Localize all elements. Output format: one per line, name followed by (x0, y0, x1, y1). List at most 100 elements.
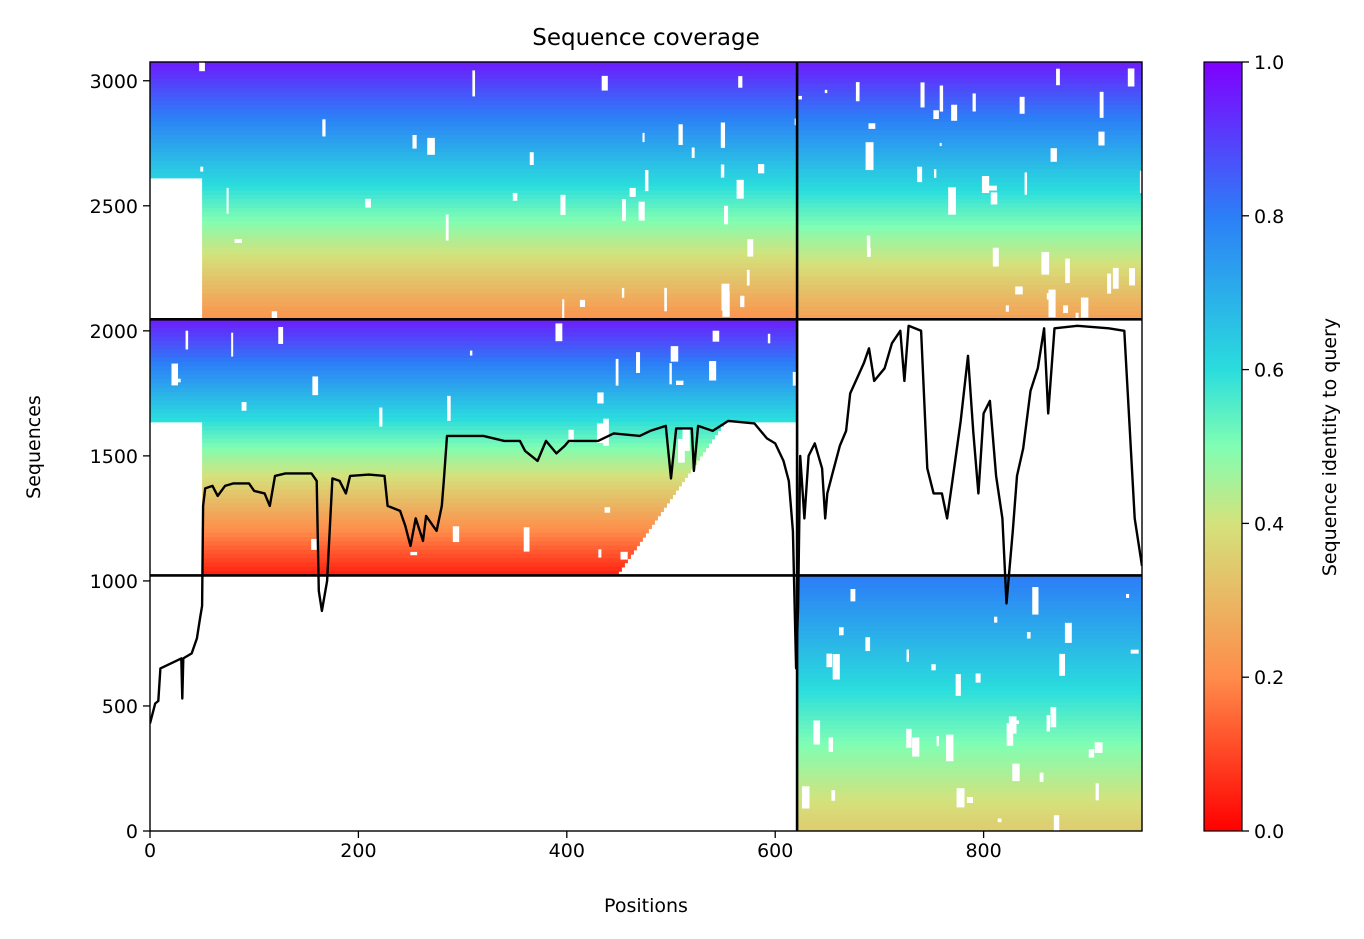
heatmap-strip (150, 374, 798, 380)
heatmap-strip (797, 310, 1142, 316)
heatmap-strip (797, 233, 1142, 239)
heatmap-strip (202, 451, 703, 457)
heatmap-strip (797, 164, 1142, 170)
heatmap-strip (202, 242, 798, 248)
coverage-gap (906, 649, 910, 662)
heatmap-strip (202, 524, 652, 530)
heatmap-strip (797, 280, 1142, 286)
coverage-gap (199, 62, 205, 72)
heatmap-strip (797, 169, 1142, 175)
coverage-gap (231, 332, 234, 357)
heatmap-strip (797, 285, 1142, 290)
heatmap-strip (150, 66, 798, 72)
heatmap-strip (202, 229, 798, 235)
heatmap-strip (797, 775, 1142, 781)
coverage-gap (1139, 170, 1142, 194)
heatmap-strip (202, 562, 625, 568)
coverage-gap (642, 132, 645, 143)
coverage-gap (234, 239, 242, 243)
coverage-gap (917, 166, 923, 183)
coverage-gap (1012, 763, 1020, 782)
coverage-gap (1094, 742, 1103, 753)
heatmap-strip (797, 212, 1142, 218)
heatmap-strip (150, 349, 798, 355)
coverage-gap (1048, 289, 1056, 318)
heatmap-strip (202, 255, 798, 260)
coverage-gap (644, 169, 649, 192)
coverage-gap (955, 674, 961, 696)
colorbar-tick-label: 0.8 (1254, 206, 1284, 228)
coverage-gap (736, 179, 744, 199)
heatmap-strip (797, 113, 1142, 119)
coverage-gap (828, 737, 834, 752)
heatmap-strip (797, 92, 1142, 97)
heatmap-strip (797, 609, 1142, 615)
heatmap-strip (150, 164, 798, 170)
heatmap-strip (150, 117, 798, 123)
coverage-gap (1095, 783, 1099, 801)
coverage-gap (721, 283, 730, 311)
coverage-gap (472, 70, 476, 97)
coverage-gap (598, 549, 602, 558)
coverage-gap (866, 235, 871, 251)
heatmap-strip (797, 779, 1142, 785)
chart-title: Sequence coverage (532, 25, 760, 51)
heatmap-strip (202, 212, 798, 218)
heatmap-strip (202, 447, 706, 453)
coverage-gap (568, 429, 574, 443)
heatmap-strip (797, 289, 1142, 295)
coverage-gap (865, 142, 874, 171)
heatmap-strip (202, 285, 798, 290)
heatmap-strip (202, 464, 694, 470)
coverage-gap (740, 295, 745, 308)
heatmap-strip (797, 220, 1142, 226)
heatmap-strip (797, 745, 1142, 751)
coverage-gap (312, 376, 319, 396)
heatmap-strip (797, 177, 1142, 183)
heatmap-strip (150, 62, 798, 67)
heatmap-strip (797, 147, 1142, 153)
coverage-gap (992, 247, 999, 267)
heatmap-strip (202, 519, 655, 525)
heatmap-strip (797, 134, 1142, 140)
heatmap-strip (797, 647, 1142, 653)
heatmap-strip (797, 677, 1142, 683)
heatmap-strip (202, 190, 798, 196)
heatmap-block (797, 62, 1142, 339)
heatmap-strip (797, 96, 1142, 102)
heatmap-strip (797, 302, 1142, 308)
y-tick-label: 1500 (90, 446, 138, 468)
heatmap-strip (150, 336, 798, 342)
heatmap-strip (150, 104, 798, 110)
heatmap-strip (150, 156, 798, 162)
coverage-gap (1107, 273, 1112, 294)
heatmap-strip (797, 276, 1142, 282)
heatmap-strip (797, 203, 1142, 209)
coverage-gap (1041, 251, 1050, 275)
coverage-gap (1059, 653, 1066, 676)
coverage-gap (412, 134, 417, 149)
heatmap-strip (797, 618, 1142, 623)
coverage-gap (758, 542, 767, 552)
heatmap-strip (797, 255, 1142, 260)
coverage-gap (452, 526, 460, 543)
coverage-gap (1063, 305, 1069, 314)
coverage-gap (562, 299, 565, 325)
heatmap-strip (797, 809, 1142, 815)
heatmap-strip (150, 417, 798, 423)
coverage-gap (185, 330, 189, 350)
coverage-gap (920, 82, 925, 108)
heatmap-strip (797, 315, 1142, 320)
coverage-gap (855, 82, 860, 102)
coverage-gap (906, 728, 912, 748)
heatmap-strip (150, 404, 798, 410)
heatmap-strip (202, 315, 798, 320)
heatmap-strip (150, 152, 798, 157)
heatmap-strip (797, 160, 1142, 166)
coverage-gap (939, 85, 944, 112)
heatmap-strip (150, 396, 798, 402)
heatmap-strip (797, 186, 1142, 192)
coverage-gap (994, 616, 998, 623)
heatmap-strip (797, 643, 1142, 649)
coverage-line (150, 324, 1142, 724)
